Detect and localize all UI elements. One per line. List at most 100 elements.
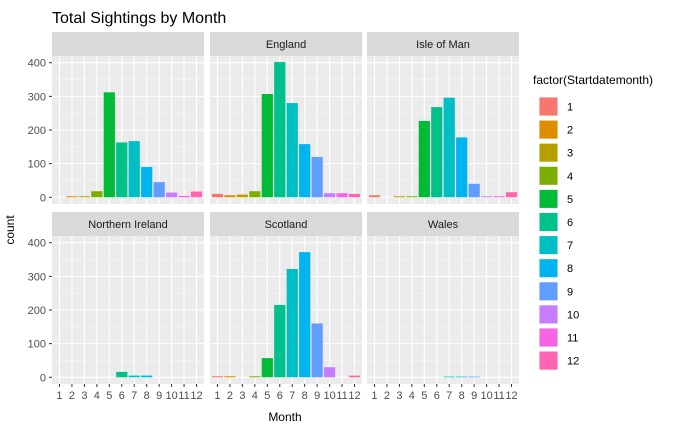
y-axis-title: count [3, 215, 17, 245]
bar-month-8 [141, 167, 153, 198]
x-tick-label: 10 [480, 390, 492, 402]
facet-strip [367, 32, 519, 56]
bar-month-7 [443, 376, 455, 378]
bar-month-9 [468, 183, 480, 198]
x-tick-label: 6 [434, 390, 440, 402]
legend-key-2 [539, 120, 558, 139]
legend-label-10: 10 [567, 309, 579, 321]
bar-month-7 [128, 375, 140, 378]
x-tick-label: 5 [421, 390, 427, 402]
legend-title: factor(Startdatemonth) [533, 73, 653, 87]
bar-month-11 [178, 195, 190, 198]
y-tick-label: 400 [28, 58, 46, 70]
x-tick-label: 10 [323, 390, 335, 402]
x-tick-label: 2 [384, 390, 390, 402]
bar-month-6 [116, 371, 128, 378]
facet-strip-label: Wales [428, 219, 459, 231]
bar-month-7 [286, 103, 298, 198]
y-tick-label: 300 [28, 91, 46, 103]
x-tick-label: 2 [69, 390, 75, 402]
legend-label-11: 11 [567, 333, 578, 345]
facet-strip [52, 32, 204, 56]
facet-strip-label: Scotland [265, 219, 308, 231]
legend-key-6 [539, 213, 558, 231]
x-tick-label: 1 [56, 390, 62, 402]
x-tick-label: 3 [239, 390, 245, 402]
legend-key-10 [539, 305, 558, 324]
x-tick-label: 7 [131, 390, 137, 402]
x-tick-label: 2 [227, 390, 233, 402]
x-tick-label: 3 [396, 390, 402, 402]
x-tick-label: 12 [348, 390, 360, 402]
x-tick-label: 4 [252, 390, 258, 402]
y-tick-label: 0 [40, 192, 46, 204]
x-tick-label: 10 [165, 390, 177, 402]
x-tick-label: 11 [336, 390, 347, 402]
bar-month-1 [211, 193, 224, 198]
y-tick-label: 400 [28, 238, 46, 250]
bar-month-9 [311, 323, 323, 378]
bar-month-2 [224, 376, 236, 378]
x-tick-label: 7 [289, 390, 295, 402]
x-tick-label: 1 [214, 390, 220, 402]
facet-strip-label: Northern Ireland [88, 219, 168, 231]
bar-month-4 [406, 196, 418, 198]
legend-key-8 [539, 259, 558, 278]
panel-unlabeled: 0 100 200 300 400 [28, 32, 204, 204]
legend-label-6: 6 [567, 217, 573, 229]
x-tick-label: 9 [471, 390, 477, 402]
bar-month-11 [493, 196, 505, 198]
x-tick-label: 8 [144, 390, 150, 402]
facet-strip [52, 212, 204, 236]
legend-label-12: 12 [567, 356, 579, 368]
x-tick-label: 4 [94, 390, 100, 402]
bar-month-10 [324, 193, 336, 198]
bar-month-5 [418, 120, 430, 198]
facet-strip [367, 212, 519, 236]
legend-key-12 [539, 351, 558, 370]
legend-label-5: 5 [567, 194, 573, 206]
y-tick-label: 0 [40, 372, 46, 384]
y-tick-label: 100 [28, 339, 46, 351]
x-tick-label: 6 [119, 390, 125, 402]
bar-month-6 [431, 107, 443, 198]
bar-month-3 [236, 194, 248, 198]
bar-month-8 [456, 376, 468, 378]
bar-month-7 [443, 97, 455, 198]
x-tick-label: 7 [446, 390, 452, 402]
y-tick-label: 200 [28, 305, 46, 317]
legend-label-1: 1 [567, 102, 573, 114]
x-tick-label: 11 [178, 390, 189, 402]
legend-label-2: 2 [567, 125, 573, 137]
bar-month-12 [348, 193, 361, 198]
bar-month-11 [336, 193, 348, 198]
x-tick-label: 5 [264, 390, 270, 402]
bar-month-9 [153, 182, 165, 198]
bar-month-9 [468, 376, 480, 378]
bar-month-4 [91, 191, 103, 198]
legend-key-7 [539, 236, 558, 255]
bar-month-6 [274, 62, 286, 198]
x-tick-label: 8 [302, 390, 308, 402]
x-tick-label: 5 [106, 390, 112, 402]
chart-title: Total Sightings by Month [52, 10, 226, 27]
x-tick-label: 12 [505, 390, 517, 402]
bar-month-4 [249, 376, 261, 378]
x-tick-label: 8 [459, 390, 465, 402]
bar-month-5 [261, 94, 273, 198]
panel-isle-of-man: Isle of Man [367, 32, 519, 204]
y-tick-label: 200 [28, 125, 46, 137]
bar-month-6 [116, 142, 128, 198]
bar-month-12 [348, 375, 361, 378]
bar-month-8 [141, 375, 153, 378]
y-tick-label: 300 [28, 271, 46, 283]
legend-key-9 [539, 282, 558, 301]
x-tick-label: 12 [190, 390, 202, 402]
bar-month-4 [249, 191, 261, 198]
bar-month-2 [66, 196, 78, 198]
